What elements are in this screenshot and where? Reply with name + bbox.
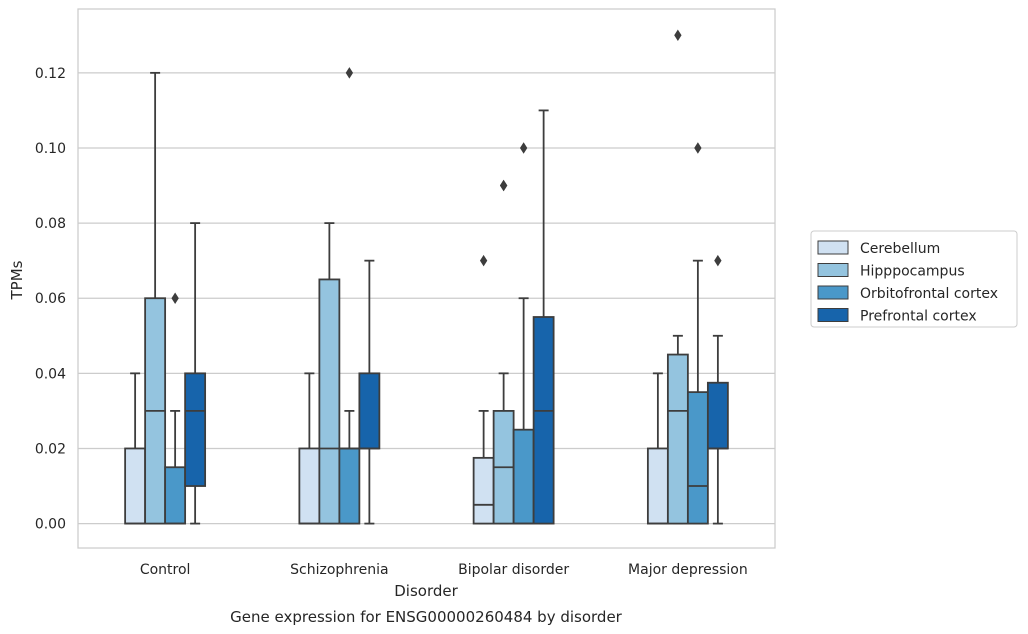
box-iqr <box>532 316 555 525</box>
box-iqr <box>686 391 709 525</box>
box-iqr <box>512 428 535 525</box>
box-iqr <box>472 456 495 525</box>
outlier-point <box>694 142 702 154</box>
legend-item: Prefrontal cortex <box>817 308 977 325</box>
box-prefrontal-cortex <box>706 254 729 525</box>
outlier-point <box>674 29 682 42</box>
box-iqr <box>706 381 729 450</box>
x-axis-ticks: Control Schizophrenia Bipolar disorder Majo… <box>140 562 748 578</box>
legend-label: Prefrontal cortex <box>860 309 977 325</box>
x-axis-label: Disorder <box>394 582 458 600</box>
y-tick-label: 0.02 <box>35 441 66 457</box>
y-tick-label: 0.00 <box>35 517 66 533</box>
legend-swatch <box>817 240 849 255</box>
box-iqr <box>184 372 207 487</box>
outlier-point <box>499 179 508 192</box>
box-prefrontal-cortex <box>532 109 555 525</box>
y-axis-label: TPMs <box>8 260 26 300</box>
legend-item: Cerebellum <box>817 240 940 257</box>
plot-area-frame <box>77 8 776 549</box>
box-cerebellum <box>298 372 321 525</box>
legend: Cerebellum Hipppocampus Orbitofrontal cort… <box>810 230 1018 328</box>
legend-label: Cerebellum <box>860 241 940 257</box>
x-tick-label: Major depression <box>628 562 748 578</box>
box-iqr <box>164 466 187 525</box>
outlier-point <box>479 254 488 267</box>
box-iqr <box>358 372 381 450</box>
box-iqr <box>666 353 689 525</box>
chart-caption: Gene expression for ENSG00000260484 by d… <box>230 608 623 626</box>
box-prefrontal-cortex <box>184 222 207 525</box>
box-hipppocampus <box>666 29 689 525</box>
box-iqr <box>646 447 669 525</box>
legend-swatch <box>817 285 849 300</box>
legend-frame <box>810 230 1018 328</box>
box-iqr <box>338 447 361 525</box>
y-tick-label: 0.04 <box>35 366 66 382</box>
legend-label: Orbitofrontal cortex <box>860 286 998 302</box>
box-hipppocampus <box>492 179 515 525</box>
legend-item: Orbitofrontal cortex <box>817 285 998 302</box>
box-iqr <box>318 278 341 525</box>
box-cerebellum <box>646 372 669 525</box>
box-iqr <box>124 447 147 525</box>
outlier-point <box>519 142 528 154</box>
outlier-point <box>171 292 179 304</box>
x-tick-label: Schizophrenia <box>290 562 388 578</box>
box-orbitofrontal-cortex <box>338 67 361 525</box>
outlier-point <box>345 67 354 79</box>
y-axis-ticks: 0.00 0.02 0.04 0.06 0.08 0.10 0.12 <box>35 66 66 533</box>
legend-swatch <box>817 308 849 322</box>
box-cerebellum <box>472 254 495 525</box>
outlier-point <box>714 254 722 267</box>
box-orbitofrontal-cortex <box>512 142 535 525</box>
y-tick-label: 0.06 <box>35 291 66 307</box>
y-tick-label: 0.12 <box>35 66 66 82</box>
box-hipppocampus <box>318 222 341 525</box>
box-cerebellum <box>124 372 147 525</box>
boxes <box>124 29 729 525</box>
box-iqr <box>298 447 321 525</box>
legend-swatch <box>817 263 849 277</box>
box-orbitofrontal-cortex <box>686 142 709 525</box>
box-prefrontal-cortex <box>358 259 381 525</box>
legend-item: Hipppocampus <box>817 263 965 280</box>
box-orbitofrontal-cortex <box>164 292 187 525</box>
box-hipppocampus <box>144 71 167 525</box>
x-tick-label: Control <box>140 562 191 578</box>
x-tick-label: Bipolar disorder <box>458 562 569 578</box>
y-tick-label: 0.10 <box>35 141 66 157</box>
legend-label: Hipppocampus <box>860 264 965 280</box>
y-tick-label: 0.08 <box>35 216 66 232</box>
